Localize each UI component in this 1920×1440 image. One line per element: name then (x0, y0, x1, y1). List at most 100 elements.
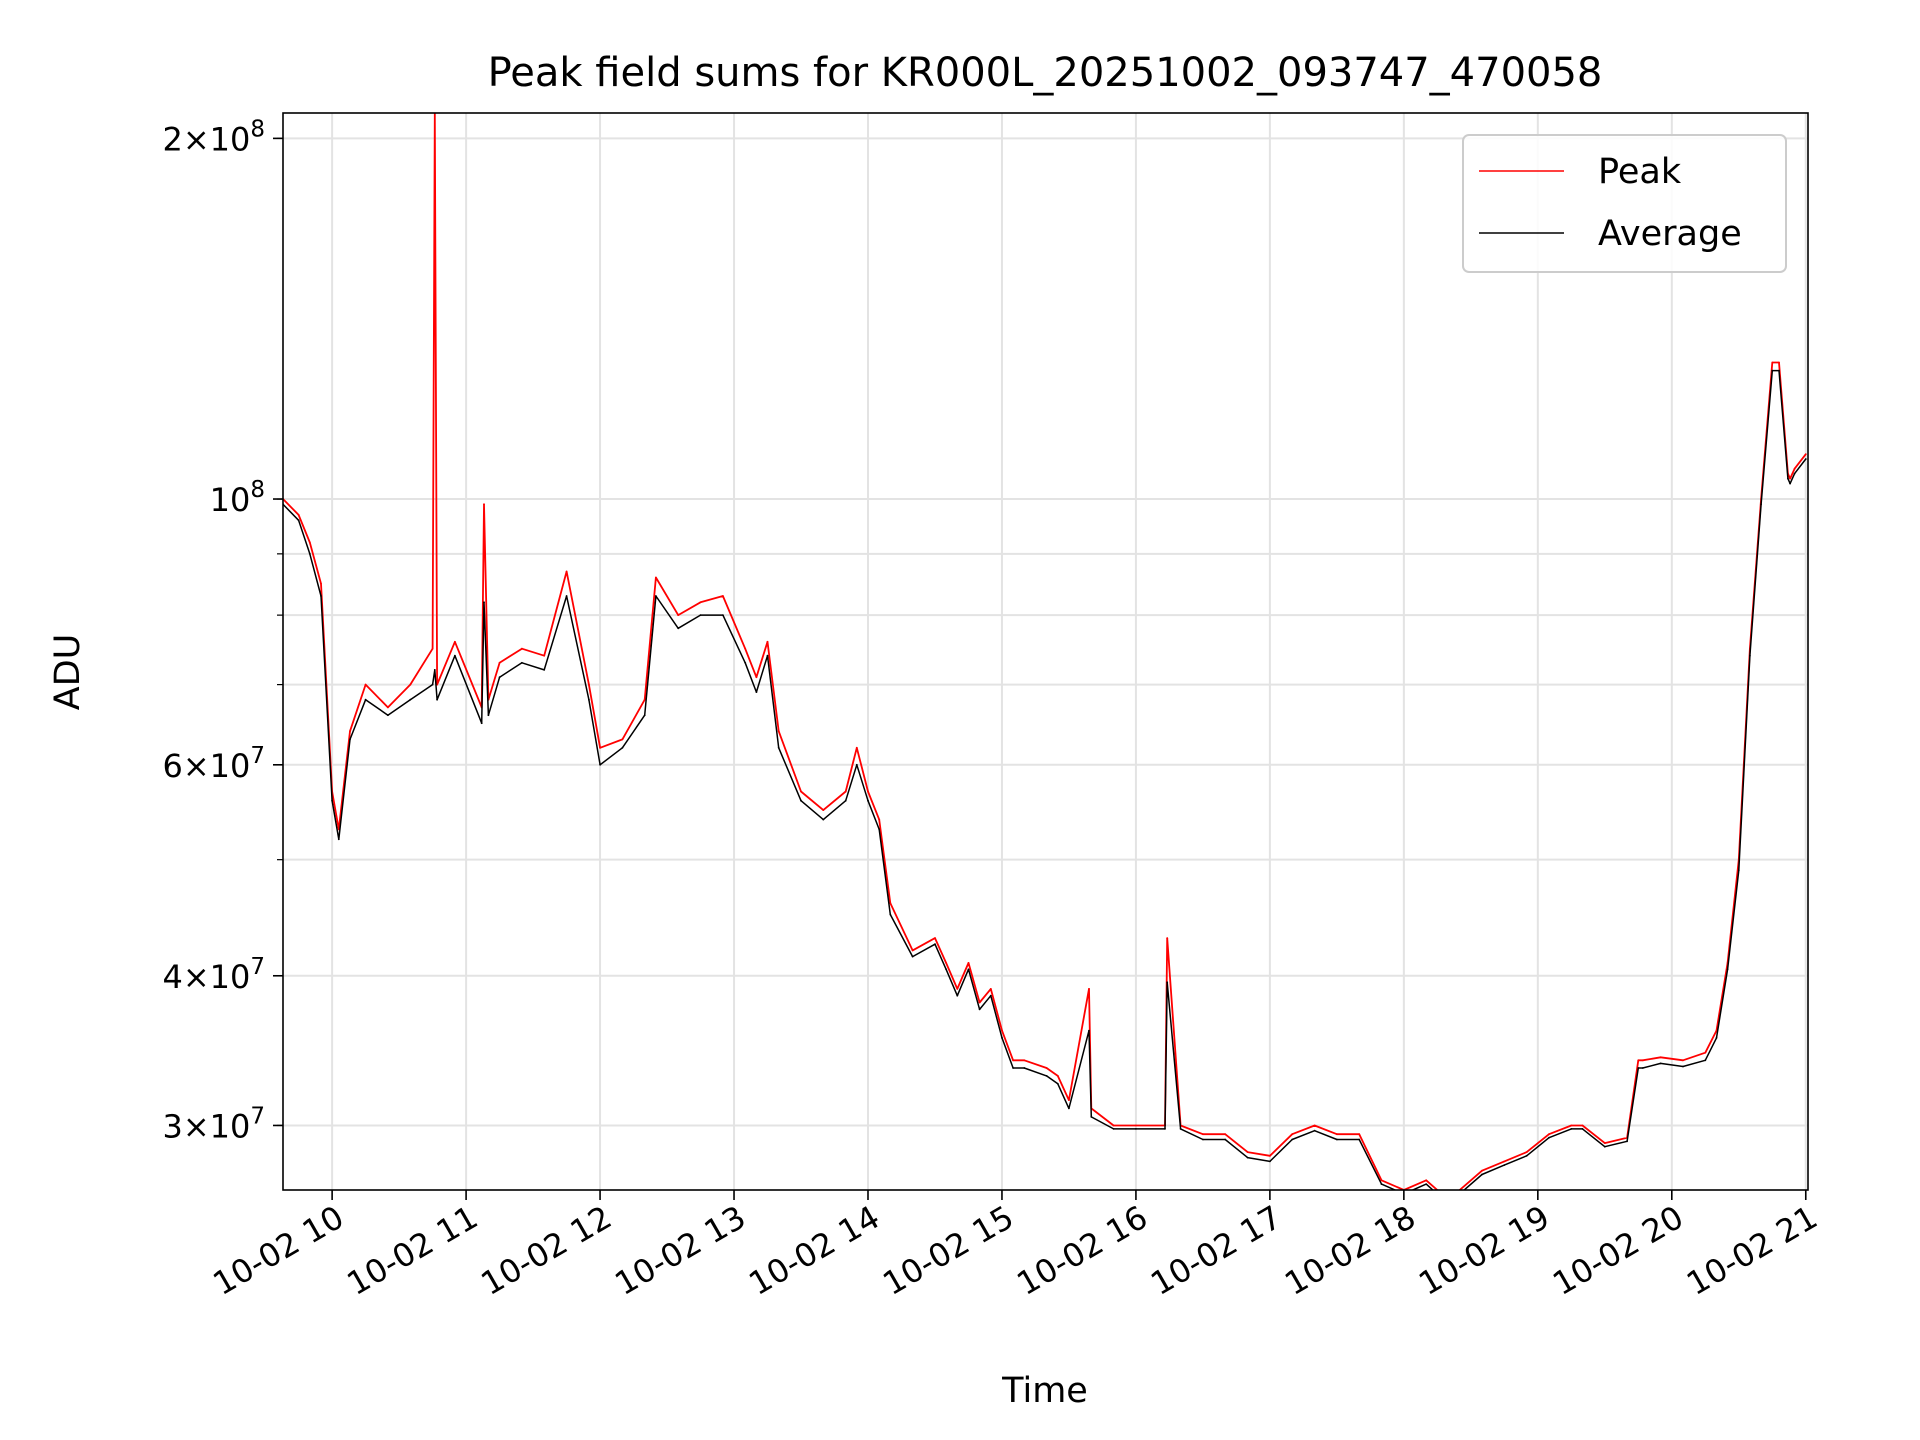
y-tick-base: 10 (210, 958, 251, 996)
data-point-average (967, 968, 970, 971)
data-point-average (1771, 369, 1774, 372)
data-point-peak (766, 640, 769, 643)
data-point-peak (565, 570, 568, 573)
data-point-average (911, 955, 914, 958)
data-point-peak (1023, 1059, 1026, 1062)
legend-peak-label: Peak (1598, 152, 1682, 192)
data-point-peak (308, 541, 311, 544)
series-layer (283, 113, 1807, 1190)
data-point-peak (1246, 1151, 1249, 1153)
data-point-peak (855, 746, 858, 749)
data-point-peak (1380, 1179, 1383, 1182)
data-point-peak (889, 902, 892, 904)
data-point-peak (320, 582, 322, 585)
data-point-peak (655, 576, 657, 579)
data-point-peak (643, 698, 646, 701)
data-point-average (1503, 1164, 1506, 1166)
data-point-average (1737, 869, 1740, 872)
data-point-peak (1548, 1133, 1550, 1136)
data-point-peak (978, 1001, 981, 1004)
data-point-average (699, 614, 702, 616)
data-point-peak (956, 988, 959, 990)
data-point-average (945, 968, 947, 971)
data-point-average (1090, 1116, 1093, 1118)
data-point-average (1715, 1037, 1718, 1039)
data-point-average (433, 669, 436, 671)
data-point-peak (1112, 1124, 1115, 1127)
data-point-peak (867, 790, 869, 793)
data-point-average (1603, 1145, 1606, 1148)
data-point-average (677, 627, 680, 630)
data-point-average (588, 698, 590, 701)
data-point-peak (498, 661, 501, 664)
data-point-average (822, 818, 825, 821)
data-point-peak (483, 503, 485, 506)
data-point-average (1641, 1067, 1644, 1069)
data-point-average (1659, 1062, 1662, 1065)
data-point-peak (800, 790, 802, 793)
data-point-peak (1603, 1142, 1606, 1144)
y-tick-label: 108 (210, 477, 265, 519)
y-tick-label: 3×107 (162, 1103, 265, 1145)
data-point-average (655, 595, 657, 597)
data-point-average (1202, 1138, 1204, 1141)
data-point-average (436, 698, 438, 701)
data-point-peak (349, 730, 351, 733)
data-point-average (1787, 477, 1789, 480)
data-point-average (1481, 1173, 1483, 1176)
data-point-average (1726, 968, 1729, 971)
data-point-average (297, 519, 300, 522)
y-tick-mantissa: 4 (162, 958, 182, 996)
data-point-average (1068, 1107, 1070, 1110)
data-point-peak (1313, 1124, 1316, 1127)
data-point-average (777, 746, 780, 749)
data-point-average (1269, 1160, 1271, 1163)
data-point-average (956, 994, 959, 997)
data-point-peak (1704, 1051, 1707, 1054)
plot-frame (282, 112, 1809, 1191)
data-point-average (320, 595, 322, 597)
data-point-peak (1481, 1169, 1483, 1172)
x-axis-label: Time (1001, 1371, 1088, 1411)
y-tick-exponent: 7 (250, 1103, 265, 1129)
data-point-peak (1012, 1059, 1014, 1062)
data-point-average (349, 738, 351, 741)
y-tick-label: 2×108 (162, 116, 265, 158)
data-point-peak (1269, 1154, 1271, 1157)
data-point-peak (1068, 1099, 1070, 1101)
data-point-peak (1771, 361, 1774, 364)
data-point-average (599, 763, 601, 766)
legend-average-label: Average (1598, 214, 1742, 254)
data-point-peak (1789, 477, 1791, 480)
data-point-peak (755, 676, 758, 679)
data-point-peak (1358, 1133, 1361, 1136)
data-point-peak (387, 706, 389, 709)
grid-layer (283, 113, 1808, 1190)
data-point-average (1291, 1138, 1294, 1141)
data-point-average (565, 595, 568, 597)
data-point-average (1749, 654, 1751, 657)
data-point-peak (431, 647, 434, 650)
data-point-average (1088, 1029, 1090, 1032)
data-point-average (409, 698, 412, 701)
data-point-peak (1570, 1124, 1573, 1127)
data-point-average (844, 799, 847, 802)
data-point-peak (454, 640, 456, 643)
y-tick-exponent: 8 (250, 116, 265, 142)
data-point-average (855, 763, 858, 766)
data-point-average (1224, 1138, 1227, 1141)
legend-box (1462, 134, 1787, 273)
data-point-average (621, 746, 624, 749)
data-point-average (1637, 1067, 1640, 1069)
data-point-peak (722, 595, 724, 597)
data-point-peak (1503, 1160, 1506, 1163)
data-point-peak (744, 647, 747, 650)
data-point-average (755, 691, 758, 693)
data-point-average (331, 799, 333, 802)
y-tick-mantissa: 2 (162, 120, 182, 158)
data-point-peak (543, 654, 546, 657)
data-point-average (498, 676, 501, 679)
data-point-peak (1682, 1059, 1684, 1062)
data-point-peak (1425, 1179, 1428, 1182)
data-point-peak (364, 683, 367, 686)
